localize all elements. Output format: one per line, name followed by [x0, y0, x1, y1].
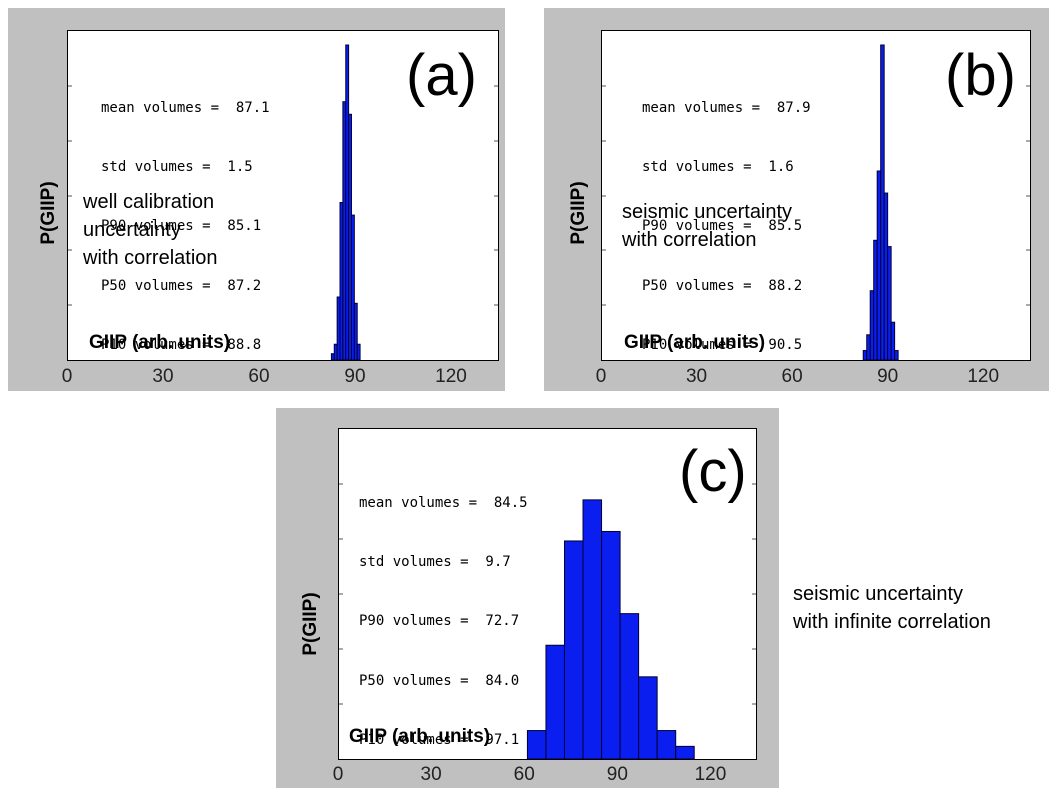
bars-svg-a	[68, 44, 498, 360]
annotation-line: seismic uncertainty	[622, 201, 793, 223]
histogram-bar	[890, 321, 896, 360]
panel-letter-b: (b)	[945, 43, 1016, 108]
x-tick-label: 60	[781, 366, 803, 387]
stat-p50-a: P50 volumes = 87.2	[101, 277, 262, 294]
histogram-bar	[563, 540, 584, 759]
xticks-c: 0 30 60 90 120	[276, 763, 779, 787]
stat-mean-b: mean volumes = 87.9	[642, 99, 811, 116]
x-tick-label: 120	[967, 366, 1000, 387]
stat-mean-a: mean volumes = 87.1	[101, 99, 270, 116]
histogram-bar	[675, 745, 695, 759]
histogram-bar	[869, 290, 875, 360]
ylabel-c: P(GIIP)	[300, 592, 321, 656]
stat-p10-b: P10 volumes = 90.5	[642, 337, 803, 354]
x-tick-label: 0	[595, 366, 607, 387]
plot-area-b: mean volumes = 87.9 std volumes = 1.6 P9…	[601, 30, 1031, 361]
stat-p50-b: P50 volumes = 88.2	[642, 277, 803, 294]
histogram-bar	[601, 530, 621, 759]
x-tick-label: 90	[344, 366, 366, 387]
x-tick-label: 90	[877, 366, 899, 387]
caption-line: with infinite correlation	[793, 611, 991, 633]
x-tick-label: 30	[420, 764, 442, 785]
plot-area-a: mean volumes = 87.1 std volumes = 1.5 P9…	[67, 30, 499, 361]
stat-p90-c: P90 volumes = 72.7	[359, 613, 520, 630]
stat-std-c: std volumes = 9.7	[359, 553, 511, 570]
histogram-bar	[656, 730, 677, 759]
panel-letter-c: (c)	[679, 439, 747, 504]
stats-c: mean volumes = 84.5 std volumes = 9.7 P9…	[359, 454, 528, 759]
histogram-bar	[883, 192, 889, 360]
stats-b: mean volumes = 87.9 std volumes = 1.6 P9…	[642, 59, 811, 360]
stat-p90-a: P90 volumes = 85.1	[101, 218, 262, 235]
histogram-bar	[619, 613, 640, 759]
xticks-b: 0 30 60 90 120	[544, 365, 1049, 389]
histogram-bar	[873, 239, 878, 360]
histogram-bar	[356, 343, 361, 360]
panel-c-caption: seismic uncertainty with infinite correl…	[793, 580, 991, 636]
histogram-bar	[862, 350, 868, 360]
histogram-bar	[876, 170, 882, 360]
histogram-bar	[638, 676, 658, 759]
x-tick-label: 90	[606, 764, 628, 785]
annotation-line: with correlation	[83, 247, 218, 269]
stat-p10-c: P10 volumes = 97.1	[359, 732, 520, 749]
x-tick-label: 120	[435, 366, 467, 387]
x-tick-label: 120	[694, 764, 727, 785]
x-tick-label: 60	[248, 366, 270, 387]
xlabel-a: GIIP (arb. units)	[89, 332, 231, 353]
histogram-bar	[880, 44, 885, 360]
histogram-bar	[894, 350, 899, 360]
annotation-line: with correlation	[622, 229, 757, 251]
bars-svg-b	[602, 44, 1030, 360]
x-tick-label: 60	[513, 764, 535, 785]
caption-line: seismic uncertainty	[793, 583, 964, 605]
stat-p90-b: P90 volumes = 85.5	[642, 218, 803, 235]
x-tick-label: 0	[332, 764, 344, 785]
histogram-bar	[350, 214, 355, 360]
histogram-bar	[526, 730, 547, 759]
annotation-b: seismic uncertainty with correlation	[622, 198, 792, 254]
histogram-bar	[582, 499, 603, 759]
stat-std-a: std volumes = 1.5	[101, 158, 253, 175]
plot-area-c: mean volumes = 84.5 std volumes = 9.7 P9…	[338, 428, 757, 760]
annotation-line: uncertainty	[83, 219, 181, 241]
annotation-a: well calibration uncertainty with correl…	[83, 188, 218, 272]
histogram-bar	[866, 334, 871, 360]
panel-a: P(GIIP) mean volumes = 87.1 std volumes …	[8, 8, 505, 391]
xticks-a: 0 30 60 90 120	[8, 365, 505, 389]
histogram-bar	[887, 246, 892, 360]
panel-b: P(GIIP) mean volumes = 87.9 std volumes …	[544, 8, 1049, 391]
ylabel-a: P(GIIP)	[38, 181, 59, 245]
stat-p50-c: P50 volumes = 84.0	[359, 672, 520, 689]
x-tick-label: 0	[61, 366, 73, 387]
x-tick-label: 30	[152, 366, 174, 387]
histogram-bar	[545, 644, 565, 759]
stat-std-b: std volumes = 1.6	[642, 158, 794, 175]
x-tick-label: 30	[685, 366, 708, 387]
stat-mean-c: mean volumes = 84.5	[359, 494, 528, 511]
panel-letter-a: (a)	[406, 43, 477, 108]
stats-a: mean volumes = 87.1 std volumes = 1.5 P9…	[101, 59, 270, 360]
panel-c: P(GIIP) mean volumes = 84.5 std volumes …	[276, 408, 779, 788]
xlabel-b: GIIP (arb. units)	[624, 332, 766, 353]
xlabel-c: GIIP (arb. units)	[349, 726, 491, 747]
ylabel-b: P(GIIP)	[568, 181, 589, 245]
annotation-line: well calibration	[83, 191, 215, 213]
stat-p10-a: P10 volumes = 88.8	[101, 337, 262, 354]
